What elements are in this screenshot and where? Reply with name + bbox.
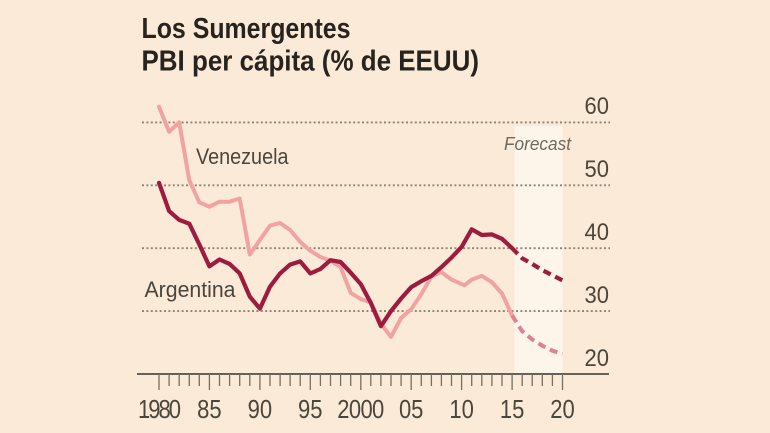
svg-text:2000: 2000: [337, 396, 384, 425]
svg-text:30: 30: [585, 281, 609, 308]
svg-text:10: 10: [449, 396, 473, 425]
svg-text:60: 60: [585, 92, 609, 119]
svg-text:Venezuela: Venezuela: [196, 144, 289, 169]
svg-text:Los Sumergentes: Los Sumergentes: [142, 13, 351, 45]
svg-text:85: 85: [197, 396, 221, 425]
svg-text:PBI per cápita (% de EEUU): PBI per cápita (% de EEUU): [142, 46, 480, 78]
svg-text:20: 20: [585, 344, 609, 371]
svg-text:15: 15: [500, 396, 524, 425]
svg-text:95: 95: [298, 396, 322, 425]
svg-text:90: 90: [248, 396, 272, 425]
svg-text:20: 20: [550, 396, 574, 425]
svg-text:40: 40: [585, 218, 609, 245]
svg-text:50: 50: [585, 155, 609, 182]
svg-text:Argentina: Argentina: [145, 277, 237, 302]
svg-text:05: 05: [399, 396, 423, 425]
svg-text:Forecast: Forecast: [504, 133, 572, 154]
svg-text:1980: 1980: [138, 396, 181, 425]
